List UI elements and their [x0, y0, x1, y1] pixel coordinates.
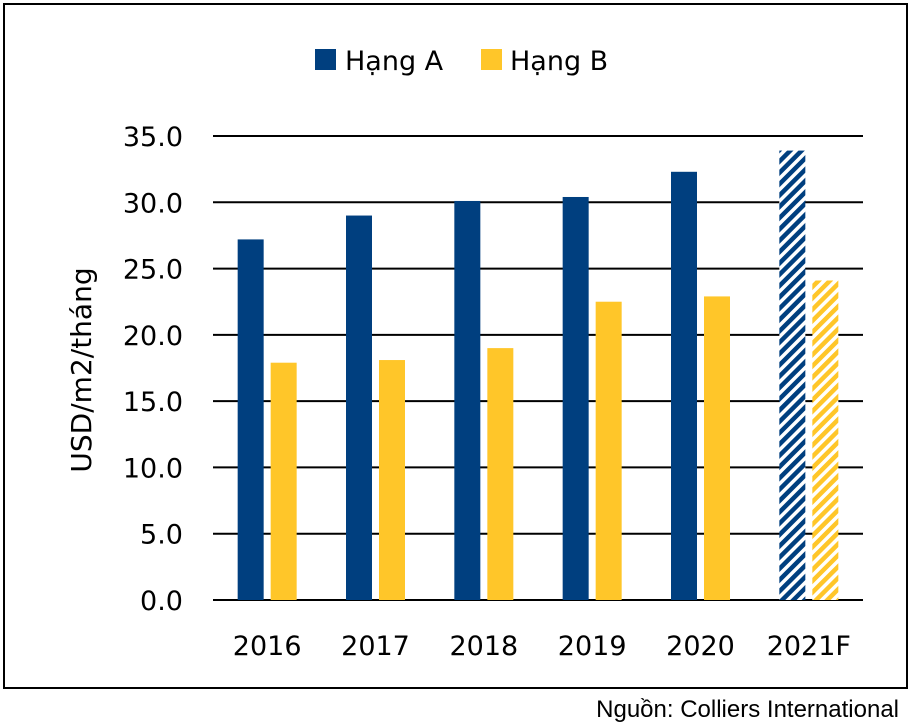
- bar-hang-b-2019: [595, 301, 622, 600]
- y-tick-label: 20.0: [123, 321, 183, 352]
- y-tick-label: 15.0: [123, 387, 183, 418]
- legend: Hạng A Hạng B: [315, 46, 608, 77]
- bar-chart: Hạng A Hạng B USD/m2/tháng 0.0 5.0 10.0 15.…: [65, 46, 863, 662]
- bars: [237, 150, 839, 601]
- legend-label-hang-a: Hạng A: [345, 46, 444, 77]
- chart-frame: Hạng A Hạng B USD/m2/tháng 0.0 5.0 10.0 15.…: [3, 3, 908, 689]
- x-tick-label: 2019: [558, 631, 627, 662]
- bar-hang-a-2019: [562, 196, 589, 601]
- legend-swatch-hang-b: [481, 49, 502, 70]
- bar-hang-a-2016: [237, 239, 264, 601]
- legend-swatch-hang-a: [315, 49, 336, 70]
- y-tick-label: 10.0: [123, 453, 183, 484]
- y-tick-label: 0.0: [140, 586, 183, 617]
- bar-hang-a-2020: [671, 171, 697, 600]
- bar-hang-b-2017: [379, 360, 405, 600]
- gridlines: [213, 135, 863, 601]
- y-axis-ticks: 0.0 5.0 10.0 15.0 20.0 25.0 30.0 35.0: [123, 122, 183, 617]
- bar-hang-b-2018: [487, 348, 514, 600]
- x-axis-ticks: 2016 2017 2018 2019 2020 2021F: [233, 631, 851, 662]
- bar-hang-b-2016: [270, 362, 297, 600]
- legend-label-hang-b: Hạng B: [510, 46, 608, 77]
- x-tick-label: 2021F: [767, 631, 851, 662]
- bar-hang-b-2020: [704, 296, 730, 600]
- y-tick-label: 30.0: [123, 188, 183, 219]
- y-axis-label: USD/m2/tháng: [65, 267, 98, 472]
- x-tick-label: 2017: [341, 631, 410, 662]
- y-tick-label: 35.0: [123, 122, 183, 153]
- bar-hang-a-2018: [454, 200, 481, 600]
- y-tick-label: 5.0: [140, 520, 183, 551]
- x-tick-label: 2016: [233, 631, 302, 662]
- bar-hang-b-2021f: [812, 280, 839, 600]
- x-tick-label: 2020: [666, 631, 735, 662]
- y-tick-label: 25.0: [123, 255, 183, 286]
- source-note: Nguồn: Colliers International: [596, 696, 899, 723]
- bar-hang-a-2021f: [779, 150, 806, 600]
- bar-hang-a-2017: [346, 215, 372, 601]
- x-tick-label: 2018: [449, 631, 518, 662]
